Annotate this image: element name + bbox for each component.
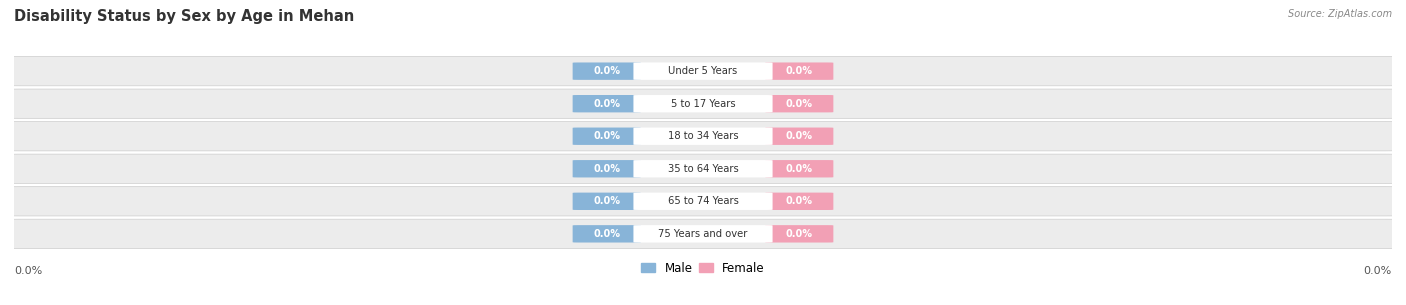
Text: 75 Years and over: 75 Years and over — [658, 229, 748, 239]
FancyBboxPatch shape — [572, 225, 641, 242]
Text: Disability Status by Sex by Age in Mehan: Disability Status by Sex by Age in Mehan — [14, 9, 354, 24]
Text: 18 to 34 Years: 18 to 34 Years — [668, 131, 738, 141]
Text: Source: ZipAtlas.com: Source: ZipAtlas.com — [1288, 9, 1392, 19]
FancyBboxPatch shape — [0, 219, 1406, 249]
FancyBboxPatch shape — [634, 63, 772, 80]
FancyBboxPatch shape — [572, 192, 641, 210]
Text: 0.0%: 0.0% — [786, 196, 813, 206]
Legend: Male, Female: Male, Female — [637, 257, 769, 279]
Text: 0.0%: 0.0% — [786, 229, 813, 239]
FancyBboxPatch shape — [765, 63, 834, 80]
FancyBboxPatch shape — [634, 160, 772, 178]
FancyBboxPatch shape — [572, 127, 641, 145]
FancyBboxPatch shape — [634, 95, 772, 113]
Text: 0.0%: 0.0% — [593, 229, 620, 239]
Text: 65 to 74 Years: 65 to 74 Years — [668, 196, 738, 206]
FancyBboxPatch shape — [634, 225, 772, 242]
Text: Under 5 Years: Under 5 Years — [668, 66, 738, 76]
FancyBboxPatch shape — [765, 192, 834, 210]
Text: 0.0%: 0.0% — [786, 99, 813, 109]
FancyBboxPatch shape — [0, 89, 1406, 118]
Text: 5 to 17 Years: 5 to 17 Years — [671, 99, 735, 109]
FancyBboxPatch shape — [0, 122, 1406, 151]
Text: 35 to 64 Years: 35 to 64 Years — [668, 164, 738, 174]
Text: 0.0%: 0.0% — [593, 99, 620, 109]
Text: 0.0%: 0.0% — [593, 131, 620, 141]
Text: 0.0%: 0.0% — [1364, 266, 1392, 276]
FancyBboxPatch shape — [765, 160, 834, 178]
Text: 0.0%: 0.0% — [14, 266, 42, 276]
Text: 0.0%: 0.0% — [593, 196, 620, 206]
FancyBboxPatch shape — [634, 192, 772, 210]
FancyBboxPatch shape — [0, 154, 1406, 183]
FancyBboxPatch shape — [765, 225, 834, 242]
FancyBboxPatch shape — [572, 95, 641, 113]
Text: 0.0%: 0.0% — [786, 164, 813, 174]
FancyBboxPatch shape — [572, 160, 641, 178]
Text: 0.0%: 0.0% — [593, 66, 620, 76]
FancyBboxPatch shape — [572, 63, 641, 80]
Text: 0.0%: 0.0% — [593, 164, 620, 174]
Text: 0.0%: 0.0% — [786, 131, 813, 141]
FancyBboxPatch shape — [0, 56, 1406, 86]
Text: 0.0%: 0.0% — [786, 66, 813, 76]
FancyBboxPatch shape — [765, 95, 834, 113]
FancyBboxPatch shape — [634, 127, 772, 145]
FancyBboxPatch shape — [0, 187, 1406, 216]
FancyBboxPatch shape — [765, 127, 834, 145]
